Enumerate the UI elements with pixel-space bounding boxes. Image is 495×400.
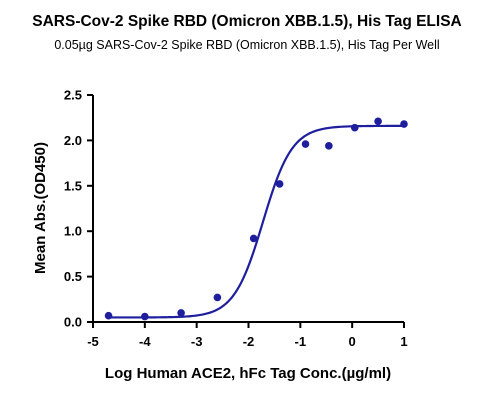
data-point — [177, 309, 185, 317]
x-axis: -5 -4 -3 -2 -1 0 1 — [87, 321, 408, 349]
plot-area — [104, 117, 408, 321]
y-tick-label: 1.0 — [64, 224, 82, 239]
x-tick-label: 1 — [400, 334, 407, 349]
data-point — [275, 180, 284, 188]
fit-curve — [108, 124, 404, 319]
chart-title: SARS-Cov-2 Spike RBD (Omicron XBB.1.5), … — [32, 13, 461, 30]
data-point — [374, 117, 382, 126]
x-tick-label: -2 — [243, 334, 255, 349]
data-point — [350, 123, 359, 132]
x-tick-label: -1 — [295, 334, 307, 349]
chart-subtitle: 0.05µg SARS-Cov-2 Spike RBD (Omicron XBB… — [54, 38, 439, 52]
x-axis-title: Log Human ACE2, hFc Tag Conc.(µg/ml) — [105, 365, 391, 382]
data-point — [104, 311, 113, 320]
x-tick-label: 0 — [349, 334, 356, 349]
y-tick-label: 1.5 — [64, 178, 82, 193]
y-tick-label: 2.0 — [64, 133, 82, 148]
x-tick-label: -3 — [191, 334, 203, 349]
data-point — [325, 142, 333, 150]
x-tick-label: -5 — [87, 334, 99, 349]
y-tick-label: 2.5 — [64, 88, 82, 103]
data-point — [213, 293, 222, 302]
data-point — [400, 120, 408, 128]
y-tick-label: 0.0 — [64, 315, 82, 330]
x-tick-label: -4 — [139, 334, 151, 349]
data-point — [301, 140, 310, 148]
data-point — [249, 234, 258, 243]
y-tick-label: 0.5 — [64, 269, 82, 284]
y-axis-title: Mean Abs.(OD450) — [32, 142, 49, 274]
data-point — [141, 312, 149, 321]
y-axis: 0.0 0.5 1.0 1.5 2.0 2.5 — [64, 88, 94, 330]
